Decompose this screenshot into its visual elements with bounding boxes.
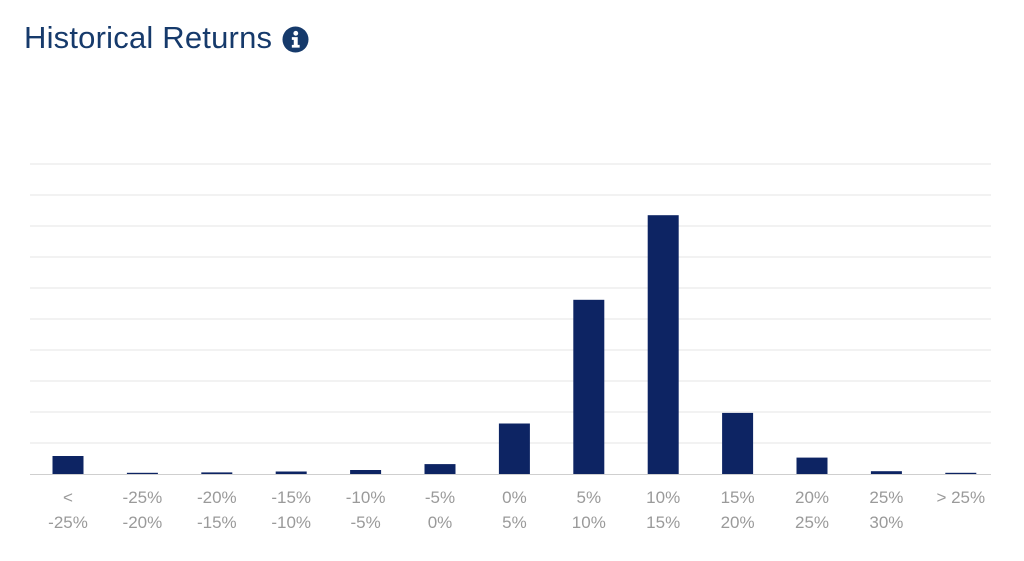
- x-tick-label-line: -10%: [346, 488, 386, 507]
- bar[interactable]: [52, 456, 84, 474]
- bar[interactable]: [498, 423, 530, 475]
- x-tick-label: -25% -20%: [123, 488, 163, 532]
- x-tick-label-line: -20%: [197, 488, 237, 507]
- gridlines: [30, 163, 991, 444]
- x-tick-label-line: -20%: [123, 513, 163, 532]
- bars: [52, 215, 977, 475]
- chart-header: Historical Returns: [24, 16, 309, 60]
- x-tick-label-line: 5%: [502, 513, 527, 532]
- x-tick-label-line: -5%: [350, 513, 380, 532]
- x-tick-label-line: 20%: [795, 488, 829, 507]
- x-tick-label-line: -25%: [123, 488, 163, 507]
- x-tick-label-line: 15%: [646, 513, 680, 532]
- x-tick-label-line: <: [63, 488, 73, 507]
- x-tick-label: < -25%: [48, 488, 88, 532]
- x-tick-label: 10% 15%: [646, 488, 680, 532]
- x-tick-label-line: 0%: [428, 513, 453, 532]
- x-tick-label-line: -15%: [271, 488, 311, 507]
- x-tick-label-line: 5%: [577, 488, 602, 507]
- bar[interactable]: [945, 472, 977, 474]
- bar[interactable]: [573, 299, 605, 474]
- x-tick-label: 20% 25%: [795, 488, 829, 532]
- x-tick-label-line: 30%: [869, 513, 903, 532]
- bar[interactable]: [424, 464, 456, 474]
- bar[interactable]: [722, 412, 754, 474]
- x-tick-labels: < -25%-25% -20%-20% -15%-15% -10%-10% -5%-5% 0…: [48, 488, 985, 532]
- x-tick-label-line: 25%: [869, 488, 903, 507]
- x-tick-label: 25% 30%: [869, 488, 903, 532]
- x-tick-label: 0% 5%: [502, 488, 527, 532]
- bar[interactable]: [647, 215, 679, 474]
- bar[interactable]: [201, 472, 233, 474]
- x-tick-label-line: -25%: [48, 513, 88, 532]
- bar[interactable]: [870, 471, 902, 474]
- x-tick-label-line: 15%: [721, 488, 755, 507]
- x-tick-label: -20% -15%: [197, 488, 237, 532]
- x-tick-label-line: 25%: [795, 513, 829, 532]
- x-tick-label: 5% 10%: [572, 488, 606, 532]
- page-title: Historical Returns: [24, 20, 273, 55]
- x-tick-label-line: 0%: [502, 488, 527, 507]
- x-tick-label-line: 10%: [572, 513, 606, 532]
- x-tick-label-line: > 25%: [936, 488, 985, 507]
- info-icon[interactable]: [282, 25, 309, 53]
- x-tick-label-line: -5%: [425, 488, 455, 507]
- x-tick-label-line: 20%: [721, 513, 755, 532]
- bar[interactable]: [350, 470, 382, 474]
- bar[interactable]: [275, 471, 307, 475]
- x-tick-label: > 25%: [936, 488, 985, 507]
- bar[interactable]: [126, 472, 158, 474]
- x-tick-label: 15% 20%: [721, 488, 755, 532]
- x-tick-label: -15% -10%: [271, 488, 311, 532]
- x-tick-label-line: -10%: [271, 513, 311, 532]
- x-tick-label: -5% 0%: [425, 488, 455, 532]
- x-tick-label-line: -15%: [197, 513, 237, 532]
- x-tick-label: -10% -5%: [346, 488, 386, 532]
- x-tick-label-line: 10%: [646, 488, 680, 507]
- bar[interactable]: [796, 457, 828, 474]
